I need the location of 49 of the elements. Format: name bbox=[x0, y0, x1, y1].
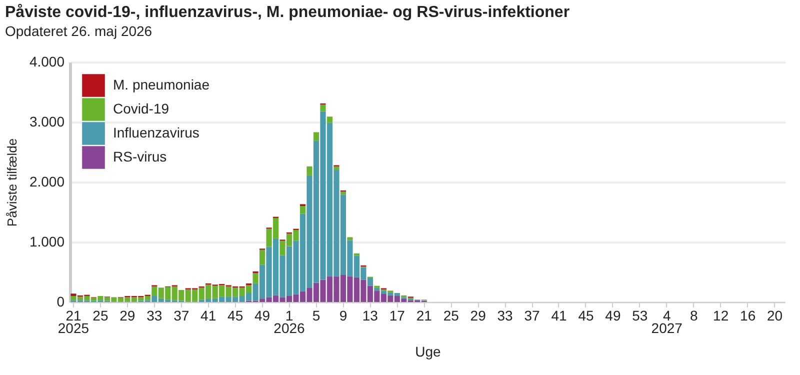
legend-label: Covid-19 bbox=[113, 100, 170, 116]
x-tick-label: 41 bbox=[551, 308, 567, 324]
x-tick-label: 8 bbox=[690, 308, 698, 324]
x-tick-label: 21 bbox=[416, 308, 432, 324]
x-tick-label: 25 bbox=[443, 308, 460, 324]
x-tick-label: 37 bbox=[524, 308, 540, 324]
x-tick-label: 20 bbox=[766, 308, 783, 324]
x-tick-label: 12 bbox=[713, 308, 729, 324]
x-tick-label: 9 bbox=[339, 308, 348, 324]
x-tick-label: 49 bbox=[254, 308, 270, 324]
bar bbox=[340, 192, 346, 195]
bar bbox=[326, 116, 333, 123]
x-axis-title: Uge bbox=[415, 344, 442, 360]
y-tick-label: 4.000 bbox=[29, 54, 65, 70]
chart-subtitle: Opdateret 26. maj 2026 bbox=[5, 23, 152, 39]
y-tick-label: 1.000 bbox=[29, 234, 65, 250]
bar bbox=[320, 104, 326, 112]
x-tick-label: 25 bbox=[92, 308, 108, 324]
bar bbox=[354, 253, 360, 256]
x-tick-label: 45 bbox=[578, 308, 594, 324]
bar bbox=[374, 288, 380, 291]
x-tick-label: 33 bbox=[146, 308, 162, 324]
legend-label: RS-virus bbox=[113, 148, 167, 164]
x-tick-label: 16 bbox=[740, 308, 756, 324]
x-tick-label: 45 bbox=[228, 308, 244, 324]
chart-title: Påviste covid-19-, influenzavirus-, M. pneumoniae- og RS-virus-infektioner bbox=[5, 3, 570, 21]
x-tick-label: 17 bbox=[389, 308, 406, 324]
x-tick-label: 13 bbox=[362, 308, 378, 324]
y-tick-label: 2.000 bbox=[29, 174, 65, 190]
x-tick-label: 29 bbox=[470, 308, 486, 324]
x-tick-label: 49 bbox=[605, 308, 621, 324]
x-tick-label: 53 bbox=[632, 308, 648, 324]
x-tick-label: 41 bbox=[200, 308, 216, 324]
bar bbox=[300, 206, 306, 214]
bar bbox=[347, 237, 353, 240]
legend-label: Influenzavirus bbox=[113, 124, 200, 140]
bar bbox=[252, 273, 258, 284]
y-axis-title: Påviste tilfælde bbox=[4, 138, 20, 227]
bar bbox=[306, 166, 312, 176]
x-tick-label: 33 bbox=[497, 308, 514, 324]
y-tick-label: 3.000 bbox=[29, 114, 65, 130]
x-tick-label: 37 bbox=[174, 308, 190, 324]
y-tick-label: 0 bbox=[56, 294, 65, 310]
bar bbox=[313, 132, 320, 141]
x-tick-label: 5 bbox=[312, 308, 320, 324]
bar bbox=[334, 166, 340, 170]
x-tick-label: 29 bbox=[120, 308, 136, 324]
legend-label: M. pneumoniae bbox=[113, 76, 210, 92]
bar bbox=[259, 250, 266, 265]
